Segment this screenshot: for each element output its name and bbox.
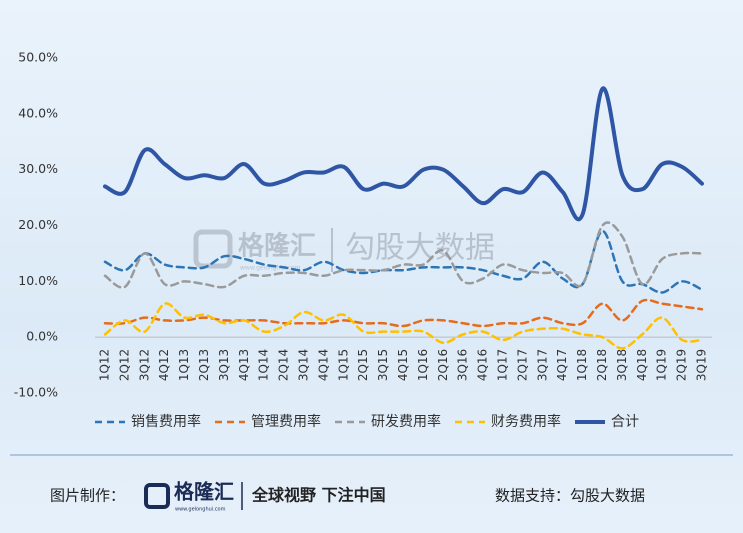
watermark: 格隆汇 www.gelonghui.com 勾股大数据 bbox=[193, 228, 495, 272]
x-tick-label: 2Q14 bbox=[277, 349, 291, 381]
watermark-site: www.gelonghui.com bbox=[240, 265, 301, 272]
x-tick-label: 3Q18 bbox=[615, 349, 629, 381]
legend-label: 研发费用率 bbox=[371, 413, 441, 430]
series-line bbox=[103, 229, 704, 294]
watermark-partner: 勾股大数据 bbox=[345, 231, 495, 266]
x-tick-label: 3Q15 bbox=[376, 349, 390, 381]
x-tick-label: 1Q12 bbox=[98, 349, 112, 381]
legend-label: 合计 bbox=[611, 414, 639, 430]
x-tick-label: 1Q19 bbox=[655, 349, 669, 381]
x-tick-label: 1Q18 bbox=[575, 349, 589, 381]
x-tick-label: 3Q14 bbox=[297, 349, 311, 381]
x-tick-label: 3Q17 bbox=[535, 349, 549, 381]
x-tick-label: 4Q18 bbox=[635, 349, 649, 381]
footer-logo bbox=[144, 483, 170, 509]
y-tick-label: 40.0% bbox=[18, 105, 58, 120]
watermark-brand: 格隆汇 bbox=[238, 231, 316, 262]
watermark-logo bbox=[193, 229, 233, 269]
legend-label: 财务费用率 bbox=[491, 413, 561, 430]
x-tick-label: 4Q14 bbox=[316, 349, 330, 381]
y-tick-label: 0.0% bbox=[26, 329, 58, 344]
x-tick-label: 4Q16 bbox=[476, 349, 490, 381]
footer-made-by: 图片制作： bbox=[50, 487, 125, 505]
x-tick-label: 1Q14 bbox=[257, 349, 271, 381]
x-tick-label: 2Q15 bbox=[356, 349, 370, 381]
footer-data-support: 数据支持：勾股大数据 bbox=[495, 487, 645, 505]
footer-site: www.gelonghui.com bbox=[175, 507, 226, 513]
x-tick-label: 1Q13 bbox=[177, 349, 191, 381]
y-tick-label: 30.0% bbox=[18, 161, 58, 176]
legend-label: 销售费用率 bbox=[131, 413, 201, 430]
series-line bbox=[103, 86, 704, 222]
footer-brand: 格隆汇 bbox=[174, 480, 234, 504]
footer-slogan: 全球视野 下注中国 bbox=[251, 486, 386, 505]
y-tick-label: -10.0% bbox=[14, 385, 58, 400]
x-tick-label: 3Q13 bbox=[217, 349, 231, 381]
x-tick-label: 3Q12 bbox=[137, 349, 151, 381]
x-tick-label: 4Q17 bbox=[555, 349, 569, 381]
x-tick-label: 2Q17 bbox=[515, 349, 529, 381]
x-tick-label: 1Q16 bbox=[416, 349, 430, 381]
legend-label: 管理费用率 bbox=[251, 413, 321, 430]
x-tick-label: 4Q13 bbox=[237, 349, 251, 381]
x-tick-label: 2Q19 bbox=[675, 349, 689, 381]
x-tick-label: 4Q12 bbox=[157, 349, 171, 381]
y-tick-label: 20.0% bbox=[18, 217, 58, 232]
x-tick-label: 3Q19 bbox=[695, 349, 709, 381]
x-tick-label: 2Q18 bbox=[595, 349, 609, 381]
x-tick-label: 1Q17 bbox=[496, 349, 510, 381]
y-tick-label: 10.0% bbox=[18, 273, 58, 288]
x-tick-label: 2Q13 bbox=[197, 349, 211, 381]
x-tick-label: 2Q16 bbox=[436, 349, 450, 381]
y-tick-label: 50.0% bbox=[18, 50, 58, 65]
x-tick-label: 4Q15 bbox=[396, 349, 410, 381]
series-line bbox=[103, 298, 704, 328]
series-line bbox=[103, 302, 704, 350]
x-tick-label: 2Q12 bbox=[117, 349, 131, 381]
x-tick-label: 3Q16 bbox=[456, 349, 470, 381]
x-tick-label: 1Q15 bbox=[336, 349, 350, 381]
